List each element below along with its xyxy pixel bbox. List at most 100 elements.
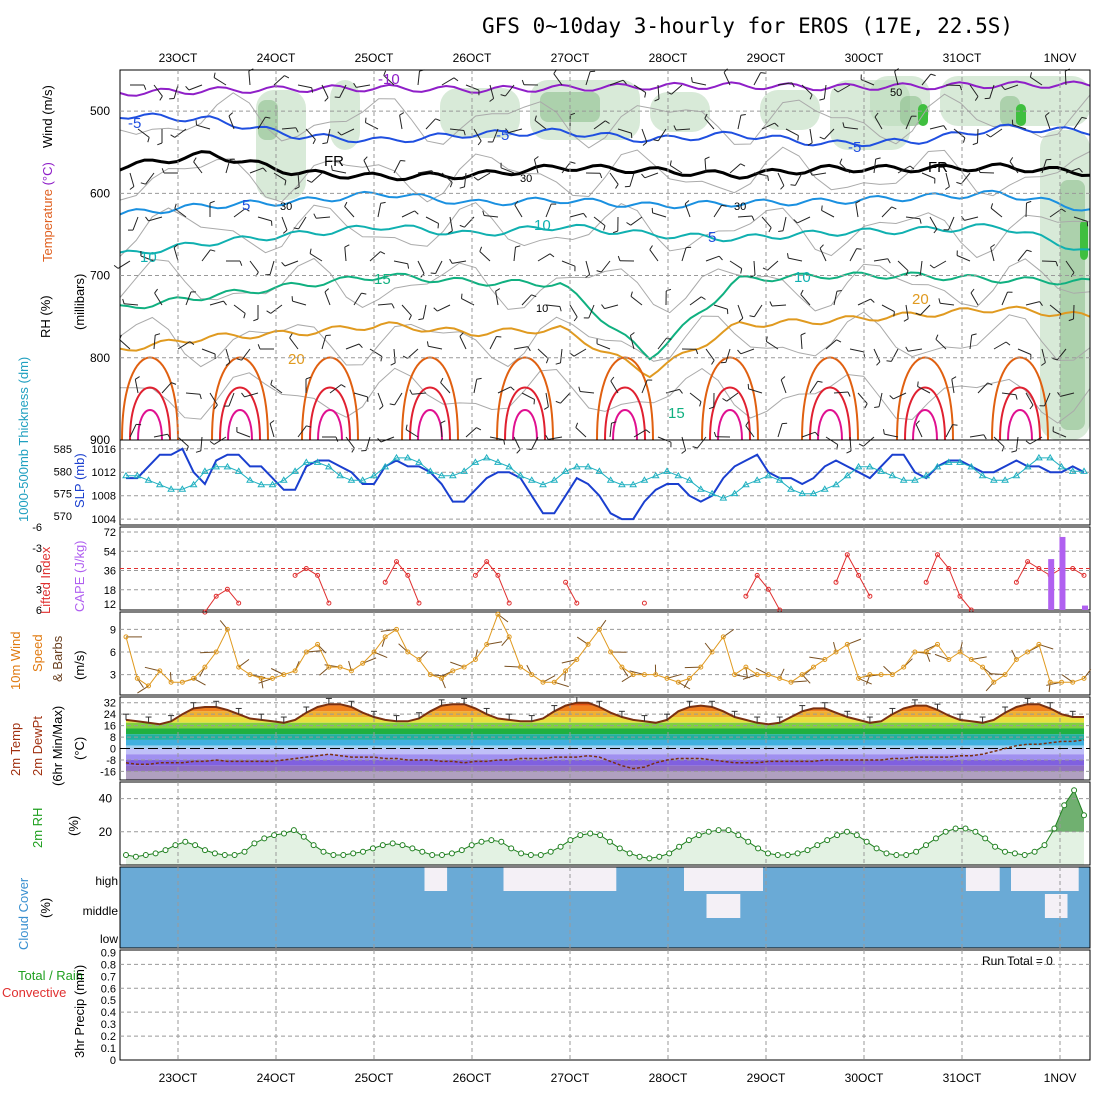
wind10m-marks: 3 6 9	[110, 611, 1092, 696]
wind-barb	[344, 247, 347, 262]
isotherm-20	[119, 305, 1091, 379]
wind-barb-flag	[463, 130, 466, 136]
rh2m-point	[419, 848, 426, 855]
wind-barb-flag	[1078, 168, 1083, 173]
top-date-label-23OCT: 23OCT	[159, 51, 198, 65]
thickness-point	[201, 467, 209, 474]
wind-barb	[305, 128, 316, 140]
wind10m-point	[799, 672, 805, 678]
rh2m-point	[429, 852, 436, 858]
warm-lobe-7-1	[809, 386, 851, 441]
wind-barb	[521, 294, 532, 306]
temp2m-line	[125, 701, 1084, 726]
wind-barb	[705, 255, 720, 262]
wind-barb-flag	[521, 79, 525, 85]
rh2m-point	[547, 848, 554, 855]
wind-barb-flag	[886, 360, 892, 362]
cloud-clear-cell-6	[1044, 894, 1068, 918]
wind-barb-flag	[209, 200, 215, 204]
wind-barb	[737, 304, 744, 319]
wind-barb	[948, 216, 955, 231]
wind-barb	[921, 73, 932, 86]
wind-barb-flag	[718, 255, 723, 261]
wind-barb	[484, 215, 499, 218]
wind-barb	[500, 167, 515, 174]
wind-barb-flag	[695, 349, 699, 355]
wind-barb-flag	[380, 356, 383, 362]
wind-barb	[417, 170, 432, 174]
li-point	[1013, 579, 1019, 585]
wind-barb-flag	[765, 336, 768, 342]
contour-label: 30	[734, 201, 746, 213]
wind-barb-flag	[1025, 440, 1031, 445]
wind-barb-flag	[626, 222, 631, 226]
wind-barb	[905, 304, 909, 319]
wind-barb	[244, 392, 259, 398]
wind-barb	[675, 128, 691, 131]
wind-barb-flag	[617, 255, 621, 261]
wind-barb-flag	[630, 291, 633, 297]
cloud-clear-cell-4	[1011, 867, 1079, 891]
thickness-point	[1046, 453, 1055, 461]
wind-barb-flag	[649, 245, 653, 250]
wind-barb-flag	[699, 401, 702, 407]
wind-barb-flag	[400, 160, 406, 162]
wind-barb-flag	[155, 333, 161, 336]
wind-barb	[960, 172, 971, 185]
wind-barb	[209, 392, 218, 406]
contour-label: -10	[378, 71, 400, 88]
rh-wet-patch-4	[1060, 180, 1085, 430]
wind-barb-flag	[1001, 85, 1006, 90]
wind-barb	[401, 210, 415, 218]
rh2m-point	[498, 838, 505, 845]
wind-barb-flag	[856, 248, 862, 250]
wind-barb	[459, 336, 467, 350]
wind-barb-flag	[363, 156, 368, 161]
thickness-point	[820, 485, 829, 492]
wind-tick-3: 3	[110, 670, 116, 682]
wind-barb	[893, 392, 907, 400]
wind-barb	[970, 292, 979, 306]
wind-barb	[289, 337, 299, 350]
wind-barb-flag	[615, 184, 619, 189]
wind-barb-flag	[889, 395, 894, 400]
rh2m-point	[824, 837, 831, 844]
wind-barb	[521, 392, 535, 400]
slp-tick-1012: 1012	[92, 467, 116, 479]
wind-barb	[1030, 76, 1043, 86]
wind-barb-flag	[809, 170, 813, 176]
wind-barb-flag	[970, 288, 975, 294]
warm-lobe-8-1	[904, 386, 946, 441]
thickness-point	[370, 471, 378, 479]
rh-tick-40: 40	[99, 792, 113, 806]
wind-barb	[935, 338, 947, 350]
precip-minor-tick-0.1: 0.1	[101, 1043, 116, 1055]
wind-barb-flag	[210, 249, 216, 252]
wind-barb	[629, 172, 635, 187]
wind-barb	[196, 124, 211, 130]
wind-barb	[585, 260, 591, 275]
temp-tick-32: 32	[104, 698, 116, 710]
precip-tick-0.2: 0.2	[101, 1031, 116, 1043]
top-date-label-30OCT: 30OCT	[845, 51, 884, 65]
wind-barb-flag	[129, 186, 135, 190]
wind-barb	[610, 380, 619, 394]
wind-barb	[269, 423, 275, 438]
rh2m-point	[350, 850, 357, 857]
wind-barb-flag	[284, 75, 290, 79]
wind-barb-flag	[358, 343, 363, 349]
wind10m-point	[292, 668, 298, 674]
wind-barb	[534, 120, 547, 130]
wind-barb-flag	[225, 362, 231, 366]
wind-barb	[633, 429, 647, 438]
wind-barb	[670, 164, 683, 174]
wind-barb	[241, 348, 251, 361]
wind-barb	[553, 73, 563, 86]
rh-contour-1	[119, 146, 1091, 203]
wind10m-point	[337, 664, 343, 670]
wind-barb-flag	[335, 436, 339, 442]
wind-barb-flag	[603, 225, 606, 231]
wind-barb-flag	[740, 163, 746, 167]
wind10m-barb	[561, 659, 577, 664]
rh2m-point	[1021, 852, 1028, 858]
